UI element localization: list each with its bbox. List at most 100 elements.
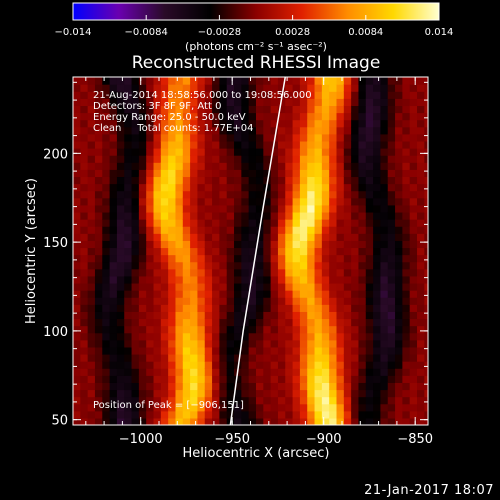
heatmap-cell — [424, 339, 428, 348]
heatmap-cell — [109, 197, 118, 206]
heatmap-cell — [329, 368, 338, 376]
heatmap-cell — [131, 382, 140, 391]
heatmap-cell — [299, 98, 308, 107]
heatmap-cell — [146, 332, 155, 341]
heatmap-cell — [351, 226, 360, 234]
heatmap-cell — [124, 77, 133, 85]
heatmap-cell — [116, 98, 125, 107]
heatmap-cell — [417, 339, 425, 348]
heatmap-cell — [351, 417, 360, 425]
heatmap-cell — [402, 197, 411, 206]
heatmap-cell — [380, 169, 389, 178]
heatmap-cell — [160, 304, 169, 312]
heatmap-cell — [168, 304, 177, 312]
heatmap-cell — [160, 346, 169, 355]
heatmap-cell — [182, 254, 191, 263]
heatmap-cell — [299, 162, 308, 170]
heatmap-cell — [292, 183, 301, 192]
heatmap-cell — [343, 254, 352, 263]
heatmap-cell — [116, 396, 125, 405]
heatmap-cell — [94, 219, 103, 227]
heatmap-cell — [87, 325, 96, 334]
heatmap-cell — [409, 275, 418, 284]
heatmap-cell — [131, 268, 140, 277]
heatmap-cell — [358, 389, 367, 398]
heatmap-cell — [263, 226, 272, 234]
heatmap-cell — [329, 254, 338, 263]
heatmap-cell — [277, 183, 286, 192]
heatmap-cell — [307, 197, 316, 206]
heatmap-cell — [292, 197, 301, 206]
heatmap-cell — [138, 396, 147, 405]
heatmap-cell — [241, 261, 250, 270]
heatmap-cell — [116, 176, 125, 185]
heatmap-cell — [321, 332, 330, 341]
heatmap-cell — [380, 304, 389, 312]
heatmap-cell — [373, 332, 382, 341]
heatmap-cell — [138, 297, 147, 305]
heatmap-cell — [241, 133, 250, 142]
heatmap-cell — [402, 353, 411, 362]
heatmap-cell — [234, 119, 242, 128]
heatmap-cell — [387, 339, 396, 348]
heatmap-cell — [358, 176, 367, 185]
heatmap-cell — [387, 297, 396, 305]
heatmap-cell — [270, 211, 279, 220]
heatmap-cell — [131, 119, 140, 128]
heatmap-cell — [241, 204, 250, 213]
heatmap-cell — [175, 353, 184, 362]
heatmap-cell — [153, 176, 162, 185]
heatmap-cell — [351, 77, 360, 85]
heatmap-cell — [73, 346, 81, 355]
heatmap-cell — [365, 311, 374, 320]
heatmap-cell — [94, 353, 103, 362]
heatmap-cell — [212, 403, 220, 412]
heatmap-cell — [402, 176, 411, 185]
heatmap-cell — [380, 91, 389, 99]
heatmap-cell — [277, 162, 286, 170]
heatmap-cell — [402, 219, 411, 227]
heatmap-cell — [314, 311, 323, 320]
heatmap-cell — [226, 318, 235, 327]
heatmap-cell — [321, 148, 330, 156]
heatmap-cell — [131, 361, 140, 369]
heatmap-cell — [131, 91, 140, 99]
heatmap-cell — [219, 133, 228, 142]
heatmap-cell — [402, 403, 411, 412]
heatmap-cell — [380, 339, 389, 348]
heatmap-cell — [204, 382, 213, 391]
heatmap-cell — [168, 91, 177, 99]
heatmap-cell — [94, 105, 103, 114]
heatmap-cell — [190, 233, 199, 241]
heatmap-cell — [131, 396, 140, 405]
heatmap-cell — [168, 396, 177, 405]
heatmap-cell — [241, 247, 250, 256]
heatmap-cell — [292, 162, 301, 170]
heatmap-cell — [241, 162, 250, 170]
heatmap-cell — [277, 77, 286, 85]
heatmap-cell — [336, 211, 345, 220]
heatmap-cell — [131, 325, 140, 334]
heatmap-cell — [80, 197, 89, 206]
heatmap-cell — [87, 304, 96, 312]
heatmap-cell — [212, 148, 220, 156]
heatmap-cell — [321, 155, 330, 163]
heatmap-cell — [212, 183, 220, 192]
heatmap-cell — [80, 190, 89, 199]
heatmap-cell — [94, 155, 103, 163]
heatmap-cell — [255, 254, 264, 263]
heatmap-cell — [285, 190, 294, 199]
heatmap-cell — [351, 361, 360, 369]
heatmap-cell — [373, 126, 382, 135]
heatmap-cell — [343, 226, 352, 234]
heatmap-cell — [226, 325, 235, 334]
heatmap-cell — [424, 98, 428, 107]
heatmap-cell — [109, 155, 118, 163]
heatmap-cell — [175, 325, 184, 334]
heatmap-cell — [212, 190, 220, 199]
heatmap-cell — [131, 233, 140, 241]
heatmap-cell — [190, 318, 199, 327]
heatmap-cell — [314, 368, 323, 376]
